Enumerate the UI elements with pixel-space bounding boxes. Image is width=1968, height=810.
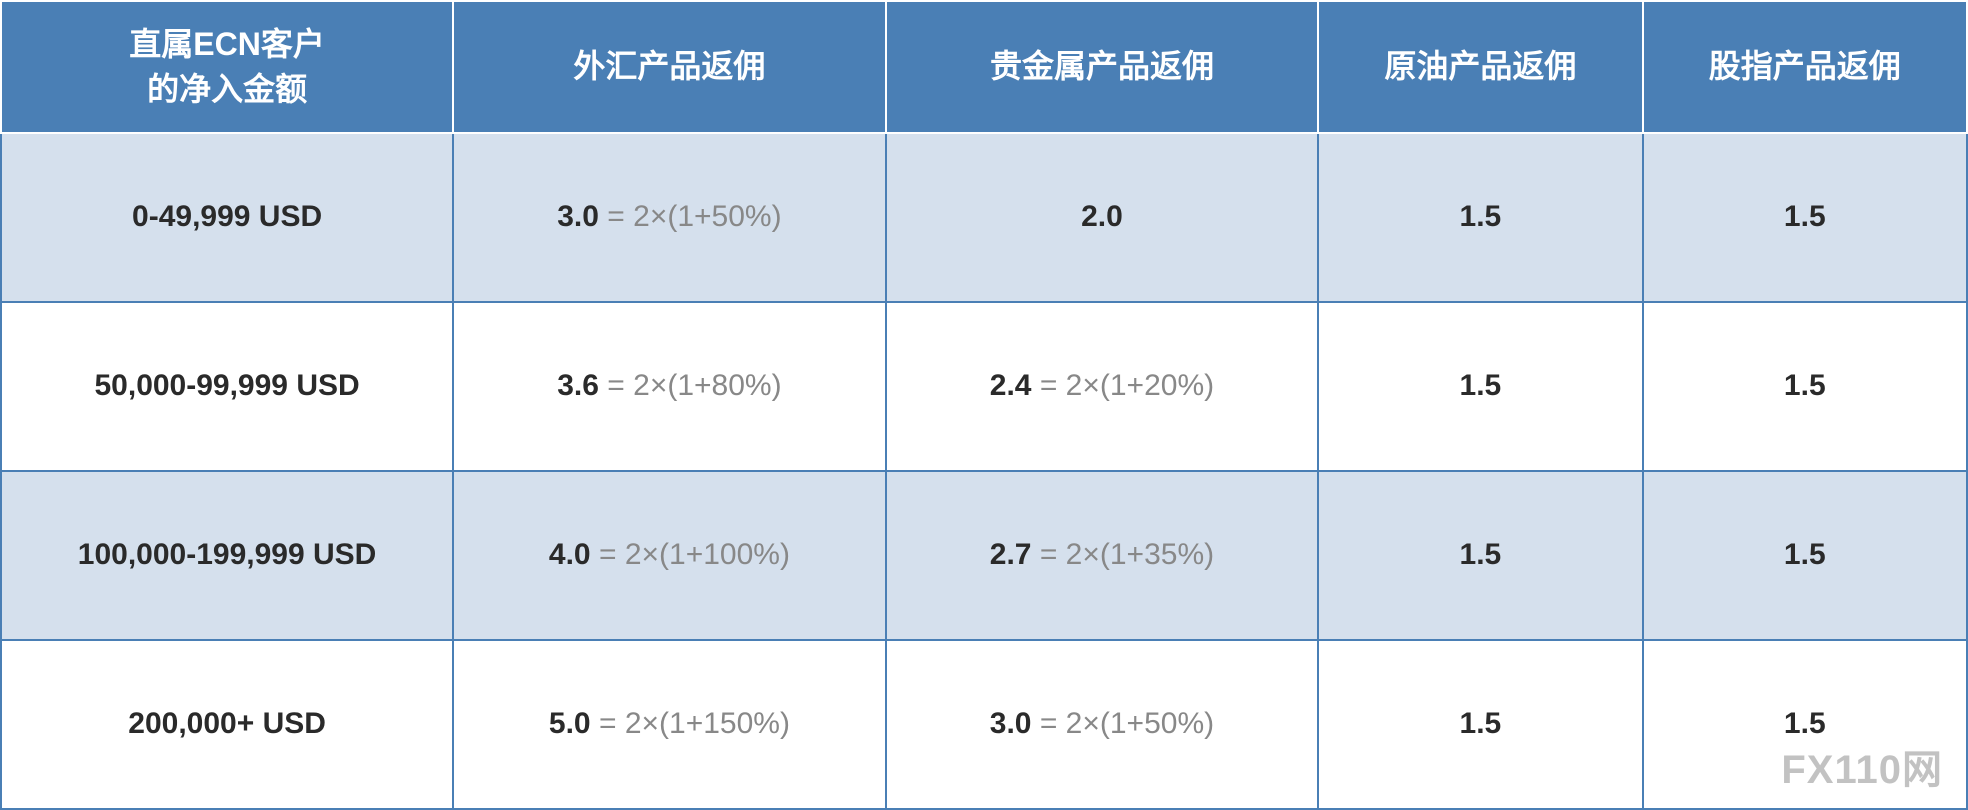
header-tier-line2: 的净入金额: [12, 67, 442, 112]
metals-formula: = 2×(1+50%): [1031, 707, 1214, 740]
header-forex: 外汇产品返佣: [453, 1, 886, 133]
cell-forex: 3.0 = 2×(1+50%): [453, 133, 886, 302]
tier-value: 200,000+ USD: [128, 707, 326, 740]
index-value: 1.5: [1784, 369, 1826, 402]
cell-metals: 2.0: [886, 133, 1319, 302]
oil-value: 1.5: [1460, 200, 1502, 233]
cell-oil: 1.5: [1318, 302, 1642, 471]
header-oil: 原油产品返佣: [1318, 1, 1642, 133]
index-value: 1.5: [1784, 707, 1826, 740]
rebate-table: 直属ECN客户 的净入金额 外汇产品返佣 贵金属产品返佣 原油产品返佣 股指产品…: [0, 0, 1968, 810]
header-tier: 直属ECN客户 的净入金额: [1, 1, 453, 133]
cell-metals: 3.0 = 2×(1+50%): [886, 640, 1319, 809]
cell-tier: 100,000-199,999 USD: [1, 471, 453, 640]
index-value: 1.5: [1784, 538, 1826, 571]
forex-value: 5.0: [549, 707, 591, 740]
tier-value: 0-49,999 USD: [132, 200, 322, 233]
oil-value: 1.5: [1460, 707, 1502, 740]
metals-value: 2.0: [1081, 200, 1123, 233]
rebate-table-container: 直属ECN客户 的净入金额 外汇产品返佣 贵金属产品返佣 原油产品返佣 股指产品…: [0, 0, 1968, 810]
metals-value: 3.0: [990, 707, 1032, 740]
header-tier-line1: 直属ECN客户: [12, 22, 442, 67]
cell-forex: 3.6 = 2×(1+80%): [453, 302, 886, 471]
forex-formula: = 2×(1+100%): [591, 538, 790, 571]
cell-metals: 2.4 = 2×(1+20%): [886, 302, 1319, 471]
metals-value: 2.4: [990, 369, 1032, 402]
cell-index: 1.5: [1643, 471, 1967, 640]
header-metals: 贵金属产品返佣: [886, 1, 1319, 133]
cell-forex: 5.0 = 2×(1+150%): [453, 640, 886, 809]
oil-value: 1.5: [1460, 538, 1502, 571]
cell-index: 1.5: [1643, 133, 1967, 302]
oil-value: 1.5: [1460, 369, 1502, 402]
table-row: 100,000-199,999 USD4.0 = 2×(1+100%)2.7 =…: [1, 471, 1967, 640]
forex-formula: = 2×(1+80%): [599, 369, 782, 402]
table-row: 50,000-99,999 USD3.6 = 2×(1+80%)2.4 = 2×…: [1, 302, 1967, 471]
tier-value: 100,000-199,999 USD: [78, 538, 377, 571]
forex-formula: = 2×(1+150%): [591, 707, 790, 740]
cell-oil: 1.5: [1318, 133, 1642, 302]
index-value: 1.5: [1784, 200, 1826, 233]
table-row: 200,000+ USD5.0 = 2×(1+150%)3.0 = 2×(1+5…: [1, 640, 1967, 809]
cell-forex: 4.0 = 2×(1+100%): [453, 471, 886, 640]
cell-tier: 0-49,999 USD: [1, 133, 453, 302]
tier-value: 50,000-99,999 USD: [94, 369, 359, 402]
cell-tier: 50,000-99,999 USD: [1, 302, 453, 471]
metals-value: 2.7: [990, 538, 1032, 571]
header-row: 直属ECN客户 的净入金额 外汇产品返佣 贵金属产品返佣 原油产品返佣 股指产品…: [1, 1, 1967, 133]
table-body: 0-49,999 USD 3.0 = 2×(1+50%) 2.0 1.5 1.5 50,0…: [1, 133, 1967, 809]
forex-value: 4.0: [549, 538, 591, 571]
header-index: 股指产品返佣: [1643, 1, 1967, 133]
forex-value: 3.0: [557, 200, 599, 233]
forex-formula: = 2×(1+50%): [599, 200, 782, 233]
metals-formula: = 2×(1+20%): [1031, 369, 1214, 402]
cell-tier: 200,000+ USD: [1, 640, 453, 809]
forex-value: 3.6: [557, 369, 599, 402]
cell-index: 1.5: [1643, 302, 1967, 471]
table-header: 直属ECN客户 的净入金额 外汇产品返佣 贵金属产品返佣 原油产品返佣 股指产品…: [1, 1, 1967, 133]
cell-oil: 1.5: [1318, 471, 1642, 640]
cell-metals: 2.7 = 2×(1+35%): [886, 471, 1319, 640]
cell-index: 1.5: [1643, 640, 1967, 809]
cell-oil: 1.5: [1318, 640, 1642, 809]
table-row: 0-49,999 USD 3.0 = 2×(1+50%) 2.0 1.5 1.5: [1, 133, 1967, 302]
metals-formula: = 2×(1+35%): [1031, 538, 1214, 571]
